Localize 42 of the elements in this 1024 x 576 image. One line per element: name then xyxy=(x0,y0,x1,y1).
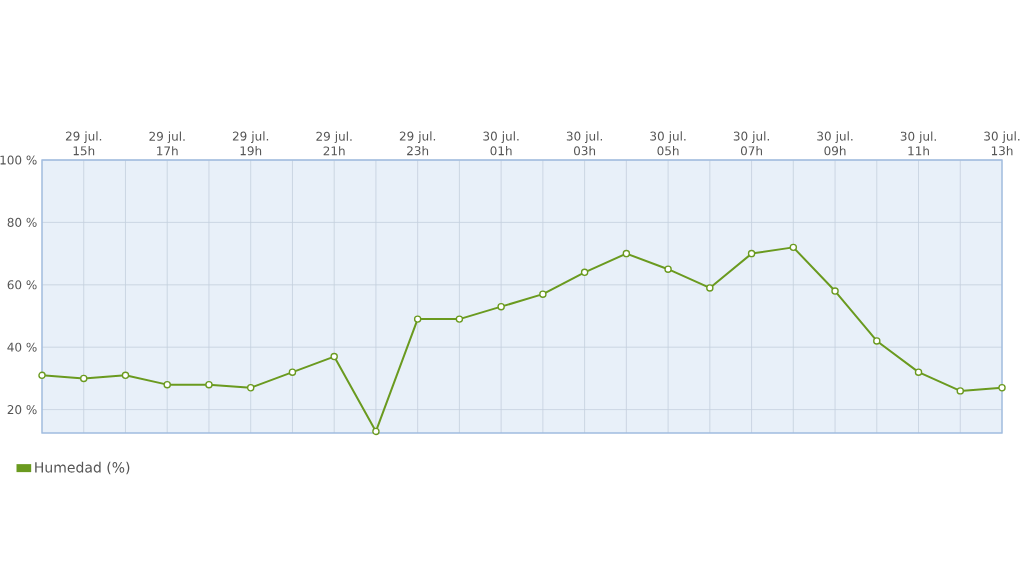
y-tick-label: 80 % xyxy=(7,217,37,227)
point xyxy=(664,265,672,273)
x-tick-label: 29 jul. 17h xyxy=(149,131,185,156)
x-tick-label: 29 jul. 19h xyxy=(232,131,269,156)
x-tick-label: 30 jul. 05h xyxy=(650,131,686,156)
point xyxy=(706,284,714,292)
point xyxy=(914,368,923,376)
point xyxy=(205,380,213,389)
x-tick-label: 29 jul. 15h xyxy=(65,131,102,156)
y-tick-label: 40 % xyxy=(7,342,37,352)
x-tick-label: 29 jul. 23h xyxy=(399,131,436,156)
point xyxy=(539,290,547,298)
point xyxy=(622,249,631,258)
point xyxy=(246,384,255,392)
legend-label: Humedad (%) xyxy=(35,461,130,475)
point xyxy=(956,387,964,395)
point xyxy=(80,374,88,383)
point xyxy=(580,268,589,277)
point xyxy=(998,384,1006,392)
point xyxy=(747,249,756,258)
point xyxy=(288,368,297,376)
x-tick-label: 29 jul. 21h xyxy=(316,131,352,156)
x-tick-label: 30 jul. 01h xyxy=(483,131,519,156)
point xyxy=(121,371,130,380)
point xyxy=(38,371,46,380)
x-tick-label: 30 jul. 03h xyxy=(566,131,603,156)
y-tick-label: 100 % xyxy=(0,155,37,165)
y-tick-label: 60 % xyxy=(7,280,37,290)
point xyxy=(163,380,171,389)
point xyxy=(330,352,338,361)
x-tick-label: 30 jul. 09h xyxy=(817,131,853,156)
x-tick-label: 30 jul. 13h xyxy=(984,131,1020,156)
y-tick-label: 20 % xyxy=(7,405,37,415)
point xyxy=(455,315,464,323)
point xyxy=(497,302,505,311)
point xyxy=(831,287,839,295)
point xyxy=(372,427,380,436)
point xyxy=(873,337,881,345)
x-tick-label: 30 jul. 11h xyxy=(900,131,936,156)
point xyxy=(413,315,422,323)
x-tick-label: 30 jul. 07h xyxy=(733,131,769,156)
point xyxy=(789,243,798,252)
